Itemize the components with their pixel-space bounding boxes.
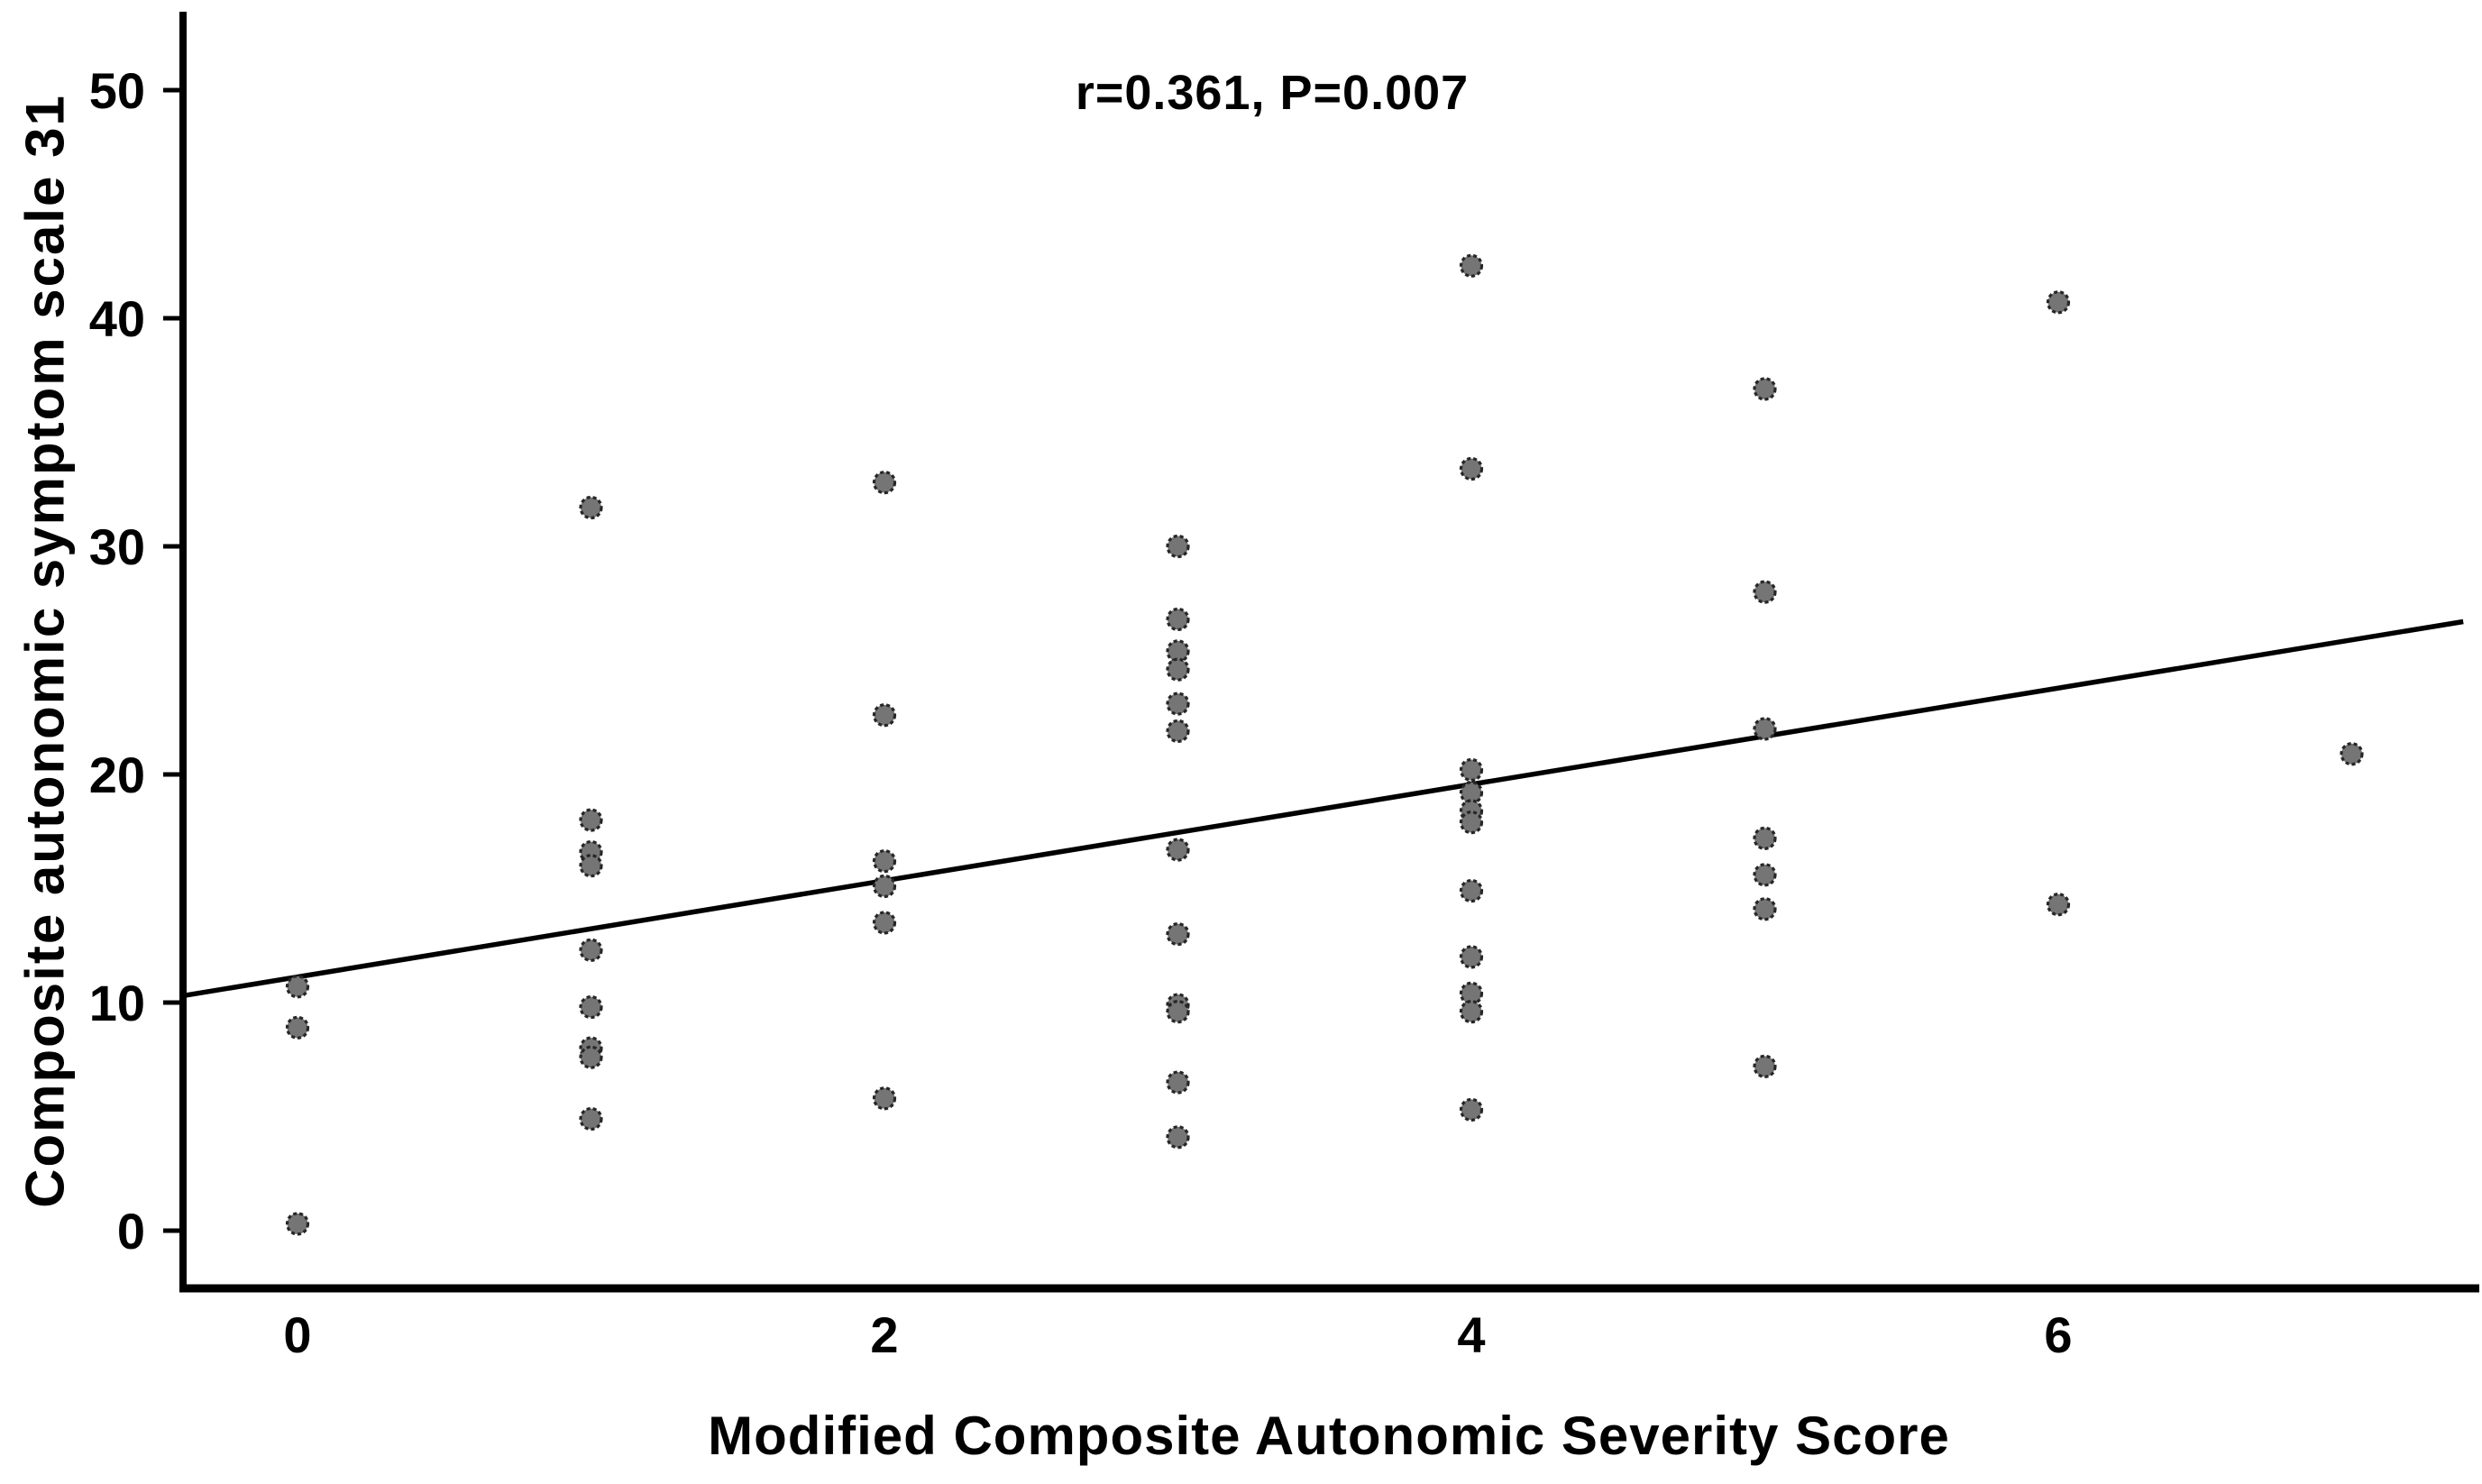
data-point: [1166, 534, 1190, 559]
data-point: [2340, 742, 2364, 766]
data-point: [1166, 921, 1190, 947]
x-tick-label: 6: [2044, 1306, 2072, 1363]
data-point: [2046, 893, 2071, 917]
data-point: [1459, 945, 1484, 969]
data-point: [1459, 981, 1484, 1005]
data-point: [1753, 897, 1777, 921]
data-point: [579, 938, 603, 962]
data-point: [579, 808, 603, 832]
data-point: [1753, 580, 1777, 604]
data-point: [1459, 878, 1484, 903]
y-tick-label: 40: [89, 290, 145, 347]
data-point: [1753, 826, 1777, 850]
data-point: [1753, 863, 1777, 887]
data-point: [872, 911, 897, 935]
data-point: [872, 703, 897, 728]
data-point: [1459, 1000, 1484, 1024]
correlation-annotation: r=0.361, P=0.007: [1075, 66, 1470, 120]
data-point: [2046, 290, 2071, 315]
data-point: [1459, 811, 1484, 835]
data-point: [1459, 456, 1484, 481]
y-tick-label: 50: [89, 62, 145, 119]
data-point: [872, 849, 897, 874]
data-point: [1459, 1097, 1484, 1122]
data-point: [1459, 781, 1484, 805]
data-point: [1753, 377, 1777, 401]
data-point: [1459, 253, 1484, 278]
data-point: [1166, 1125, 1190, 1150]
data-point: [1166, 607, 1190, 632]
data-point: [872, 1086, 897, 1111]
y-tick-label: 0: [117, 1203, 145, 1260]
regression-line: [182, 618, 2464, 999]
data-point: [1166, 692, 1190, 716]
data-point: [1166, 1000, 1190, 1024]
data-point: [1166, 719, 1190, 744]
y-tick-label: 30: [89, 518, 145, 575]
data-point: [872, 471, 897, 495]
data-point: [1166, 639, 1190, 664]
data-point: [872, 874, 897, 899]
data-point: [285, 1212, 310, 1236]
data-point: [1166, 657, 1190, 682]
x-axis-title: Modified Composite Autonomic Severity Sc…: [708, 1406, 1950, 1466]
data-point: [1753, 1054, 1777, 1078]
data-point: [579, 1045, 603, 1069]
data-point: [579, 495, 603, 520]
data-point: [285, 975, 310, 999]
y-axis-title: Composite autonomic symptom scale 31: [14, 94, 76, 1208]
y-tick-label: 20: [89, 747, 145, 803]
data-point: [579, 854, 603, 878]
x-tick-label: 4: [1457, 1306, 1485, 1363]
data-point: [579, 994, 603, 1020]
x-tick-label: 2: [870, 1306, 898, 1363]
data-point: [1753, 717, 1777, 741]
data-point: [1459, 757, 1484, 783]
data-point: [1166, 838, 1190, 862]
y-tick-label: 10: [89, 975, 145, 1031]
x-tick-label: 0: [283, 1306, 311, 1363]
data-point: [1166, 1070, 1190, 1095]
data-point: [579, 1106, 603, 1131]
data-point: [285, 1015, 310, 1040]
